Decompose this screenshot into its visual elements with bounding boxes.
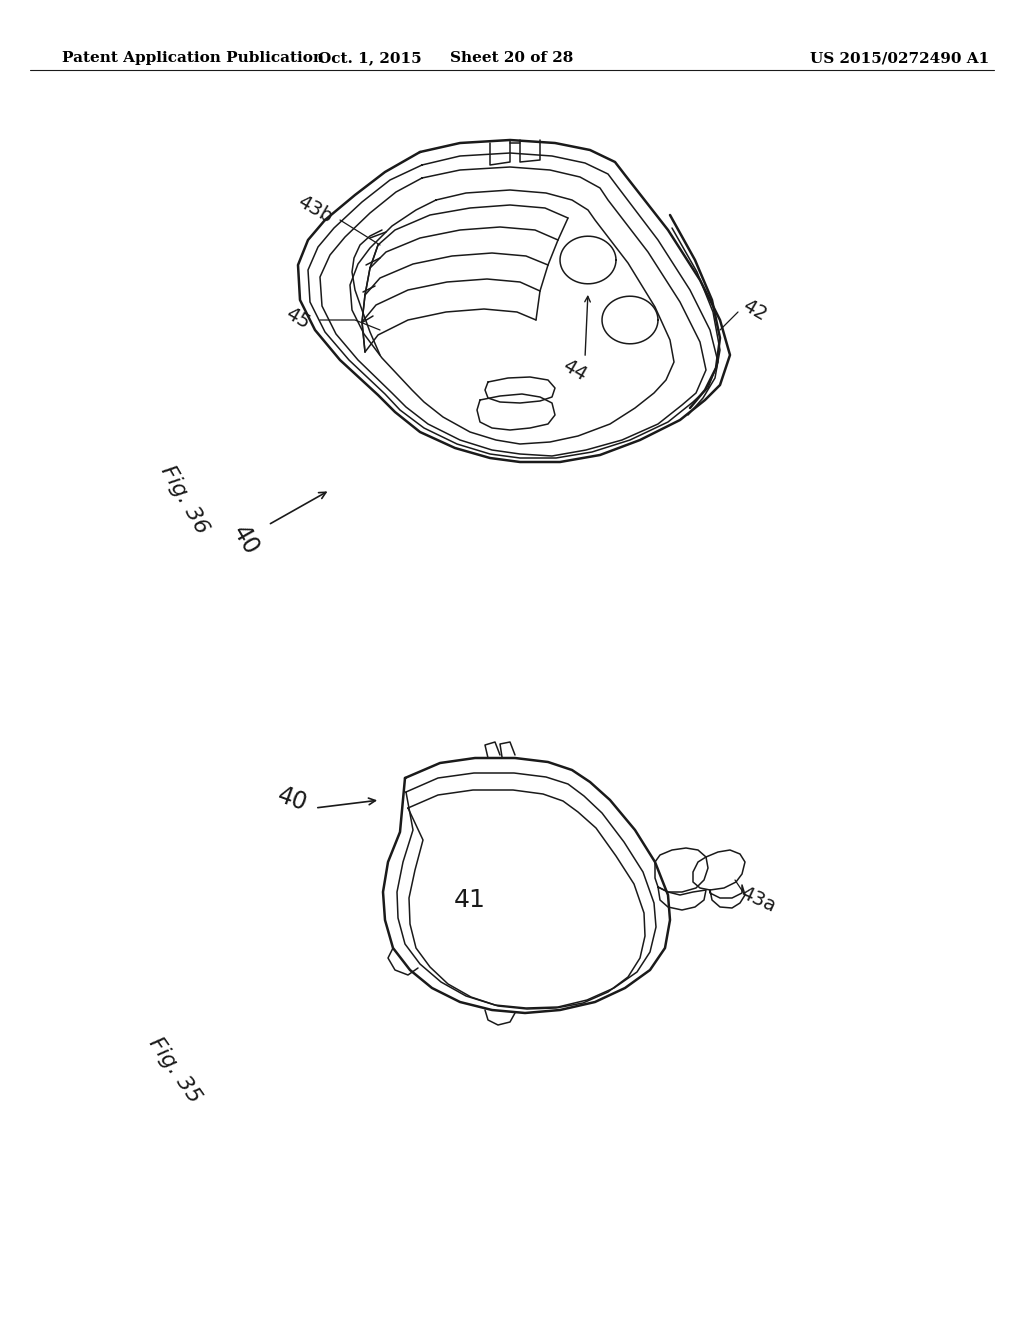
- Text: Fig. 35: Fig. 35: [145, 1034, 205, 1106]
- Text: Patent Application Publication: Patent Application Publication: [62, 51, 324, 65]
- Text: Fig. 36: Fig. 36: [158, 462, 213, 537]
- Text: 42: 42: [739, 296, 770, 325]
- Text: 44: 44: [559, 355, 591, 384]
- Text: 43b: 43b: [294, 193, 336, 227]
- Text: Oct. 1, 2015: Oct. 1, 2015: [318, 51, 422, 65]
- Text: 41: 41: [454, 888, 486, 912]
- Text: 45: 45: [283, 304, 313, 333]
- Text: US 2015/0272490 A1: US 2015/0272490 A1: [810, 51, 989, 65]
- Text: 40: 40: [227, 521, 263, 558]
- Text: 43a: 43a: [737, 883, 778, 916]
- Text: 40: 40: [273, 784, 310, 816]
- Text: Sheet 20 of 28: Sheet 20 of 28: [451, 51, 573, 65]
